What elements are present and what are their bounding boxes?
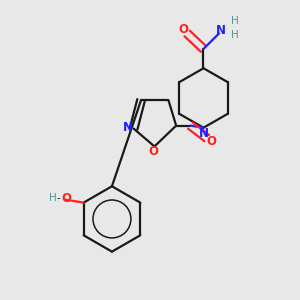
Text: O: O [206,135,216,148]
Text: O: O [178,22,189,35]
Text: H: H [230,16,238,26]
Text: O: O [62,192,72,205]
Text: N: N [199,127,208,140]
Text: H: H [230,30,238,40]
Text: N: N [215,24,225,37]
Text: H: H [49,193,57,203]
Text: O: O [148,145,158,158]
Text: N: N [123,121,133,134]
Text: -: - [57,193,61,203]
